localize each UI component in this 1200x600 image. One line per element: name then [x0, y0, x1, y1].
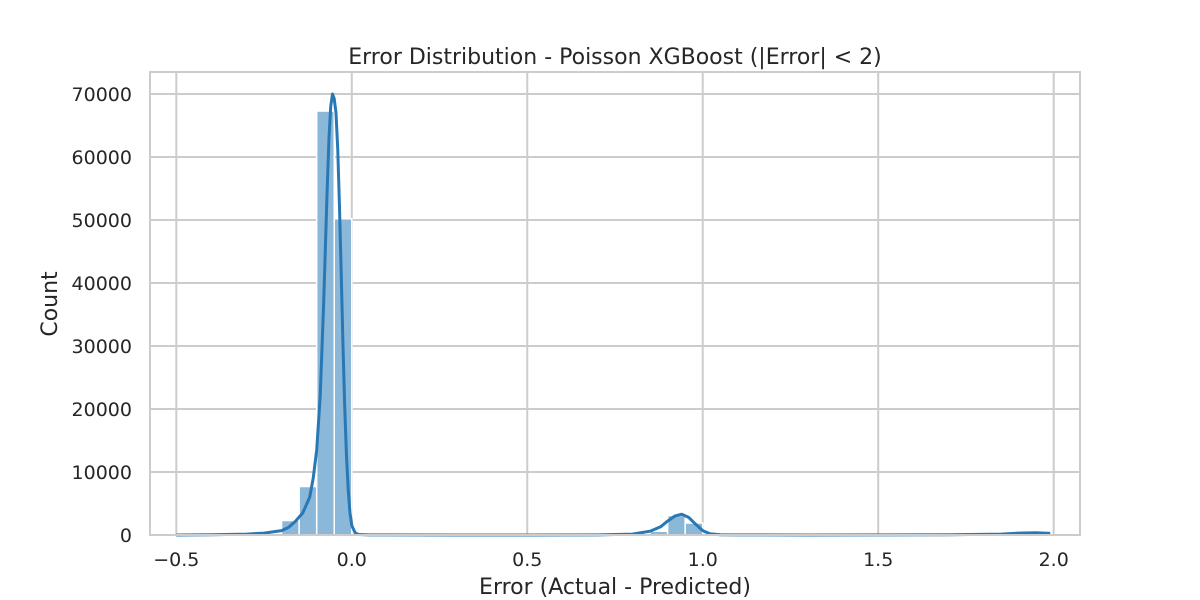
y-tick-label: 10000 [72, 462, 132, 484]
y-tick-labels: 0 10000 20000 30000 40000 50000 60000 70000 [72, 84, 132, 547]
x-tick-label: 1.0 [688, 549, 718, 571]
plot-area-background [150, 72, 1080, 535]
histogram-bar [315, 110, 335, 536]
y-tick-label: 20000 [72, 399, 132, 421]
x-tick-label: 2.0 [1039, 549, 1069, 571]
x-tick-label: 0.0 [337, 549, 367, 571]
y-tick-label: 40000 [72, 273, 132, 295]
y-tick-label: 50000 [72, 210, 132, 232]
grid [150, 72, 1080, 536]
x-axis-label: Error (Actual - Predicted) [479, 575, 751, 600]
y-tick-label: 70000 [72, 84, 132, 106]
y-tick-label: 60000 [72, 147, 132, 169]
y-tick-label: 0 [120, 525, 132, 547]
y-tick-label: 30000 [72, 336, 132, 358]
x-tick-labels: −0.5 0.0 0.5 1.0 1.5 2.0 [153, 549, 1069, 571]
y-axis-label: Count [38, 271, 63, 337]
x-tick-label: −0.5 [153, 549, 199, 571]
kde-curve-group [176, 92, 1051, 537]
plot-frame [149, 71, 1081, 536]
histogram-bar [298, 485, 318, 536]
chart-title: Error Distribution - Poisson XGBoost (|E… [348, 45, 882, 70]
x-tick-label: 1.5 [863, 549, 893, 571]
x-tick-label: 0.5 [512, 549, 542, 571]
kde-curve [176, 92, 1051, 537]
